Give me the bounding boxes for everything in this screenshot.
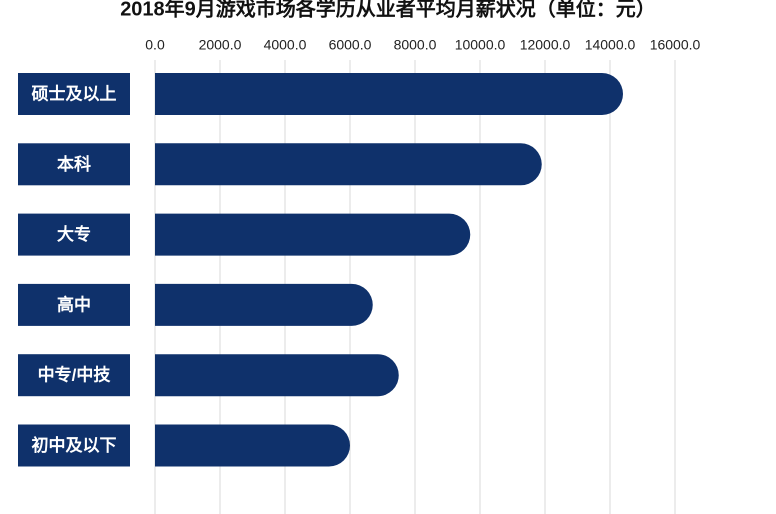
x-tick-label: 8000.0: [394, 37, 437, 53]
category-label-box: [18, 283, 130, 326]
x-tick-label: 14000.0: [585, 37, 636, 53]
x-tick-label: 12000.0: [520, 37, 571, 53]
y-tick-label: 本科: [57, 154, 91, 174]
category-label-box: [18, 354, 130, 397]
bar: [155, 283, 373, 326]
x-tick-label: 2000.0: [199, 37, 242, 53]
x-tick-label: 10000.0: [455, 37, 506, 53]
category-label-box: [18, 213, 130, 256]
x-tick-label: 16000.0: [650, 37, 701, 53]
category-label-box: [18, 424, 130, 467]
y-tick-label: 硕士及以上: [32, 83, 117, 103]
chart-title: 2018年9月游戏市场各学历从业者平均月薪状况（单位：元）: [120, 0, 656, 20]
bar: [155, 213, 471, 256]
x-tick-label: 6000.0: [329, 37, 372, 53]
category-label-box: [18, 143, 130, 186]
x-tick-label: 4000.0: [264, 37, 307, 53]
bar: [155, 143, 542, 186]
bar: [155, 354, 399, 397]
y-tick-label: 高中: [57, 294, 91, 314]
bar: [155, 73, 623, 115]
y-tick-label: 中专/中技: [38, 365, 112, 385]
x-tick-label: 0.0: [145, 37, 165, 53]
category-label-box: [18, 73, 130, 115]
y-tick-label: 初中及以下: [32, 435, 117, 455]
bar: [155, 424, 351, 467]
y-tick-label: 大专: [57, 224, 91, 244]
